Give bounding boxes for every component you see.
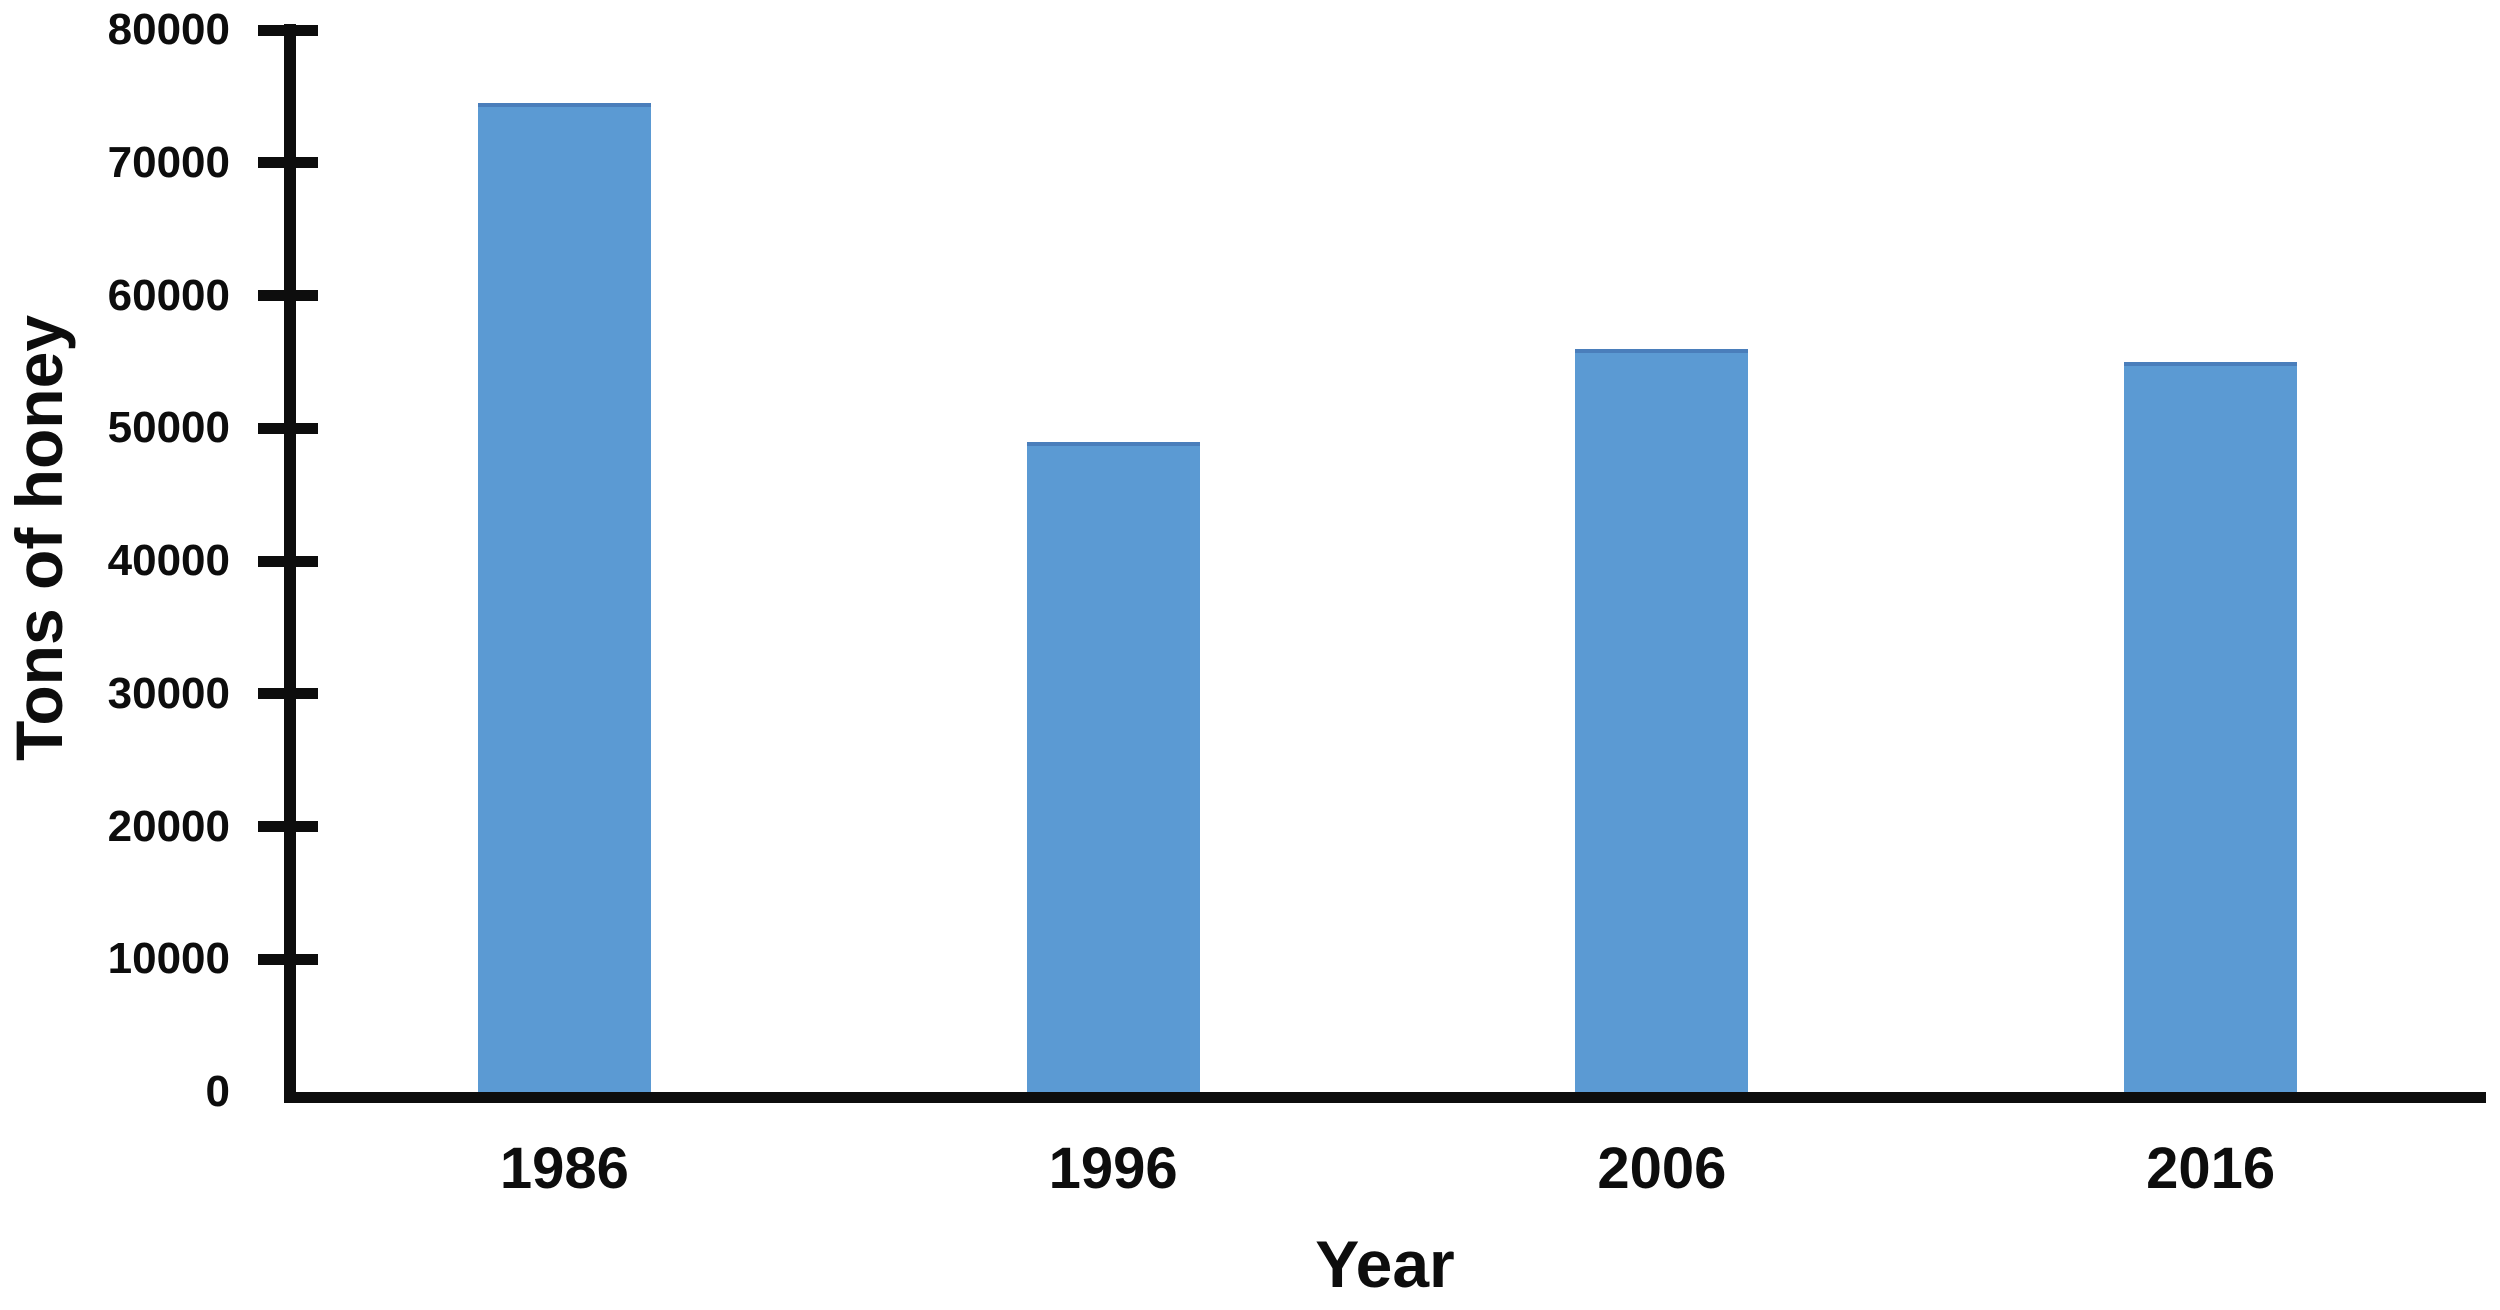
x-category-label: 1996 [1048, 1136, 1178, 1201]
y-tick-mark [258, 555, 318, 567]
y-tick-label: 30000 [107, 668, 230, 718]
x-category-label: 2016 [2146, 1136, 2276, 1201]
y-tick-label: 40000 [107, 536, 230, 585]
x-category-label: 1986 [499, 1136, 629, 1201]
y-tick-mark [258, 821, 318, 832]
y-tick-mark [258, 953, 318, 965]
y-tick-label: 10000 [107, 934, 230, 984]
y-tick-label: 20000 [107, 801, 230, 851]
bar-1996 [1026, 441, 1200, 1092]
bar-1986 [477, 103, 651, 1092]
y-tick-label: 50000 [107, 403, 230, 453]
bar-2006 [1575, 348, 1749, 1092]
y-tick-label: 60000 [107, 270, 230, 320]
y-tick-label: 0 [205, 1067, 230, 1116]
x-category-label: 2006 [1597, 1136, 1727, 1201]
y-tick-mark [258, 24, 318, 36]
y-tick-mark [258, 290, 318, 301]
y-tick-mark [258, 422, 318, 434]
y-tick-label: 80000 [107, 5, 230, 54]
y-tick-mark [258, 688, 318, 700]
x-axis-title: Year [1315, 1227, 1455, 1301]
bar-2016 [2124, 361, 2298, 1092]
y-tick-label: 70000 [107, 137, 230, 187]
x-axis-line [284, 1092, 2486, 1103]
y-tick-mark [258, 157, 318, 169]
